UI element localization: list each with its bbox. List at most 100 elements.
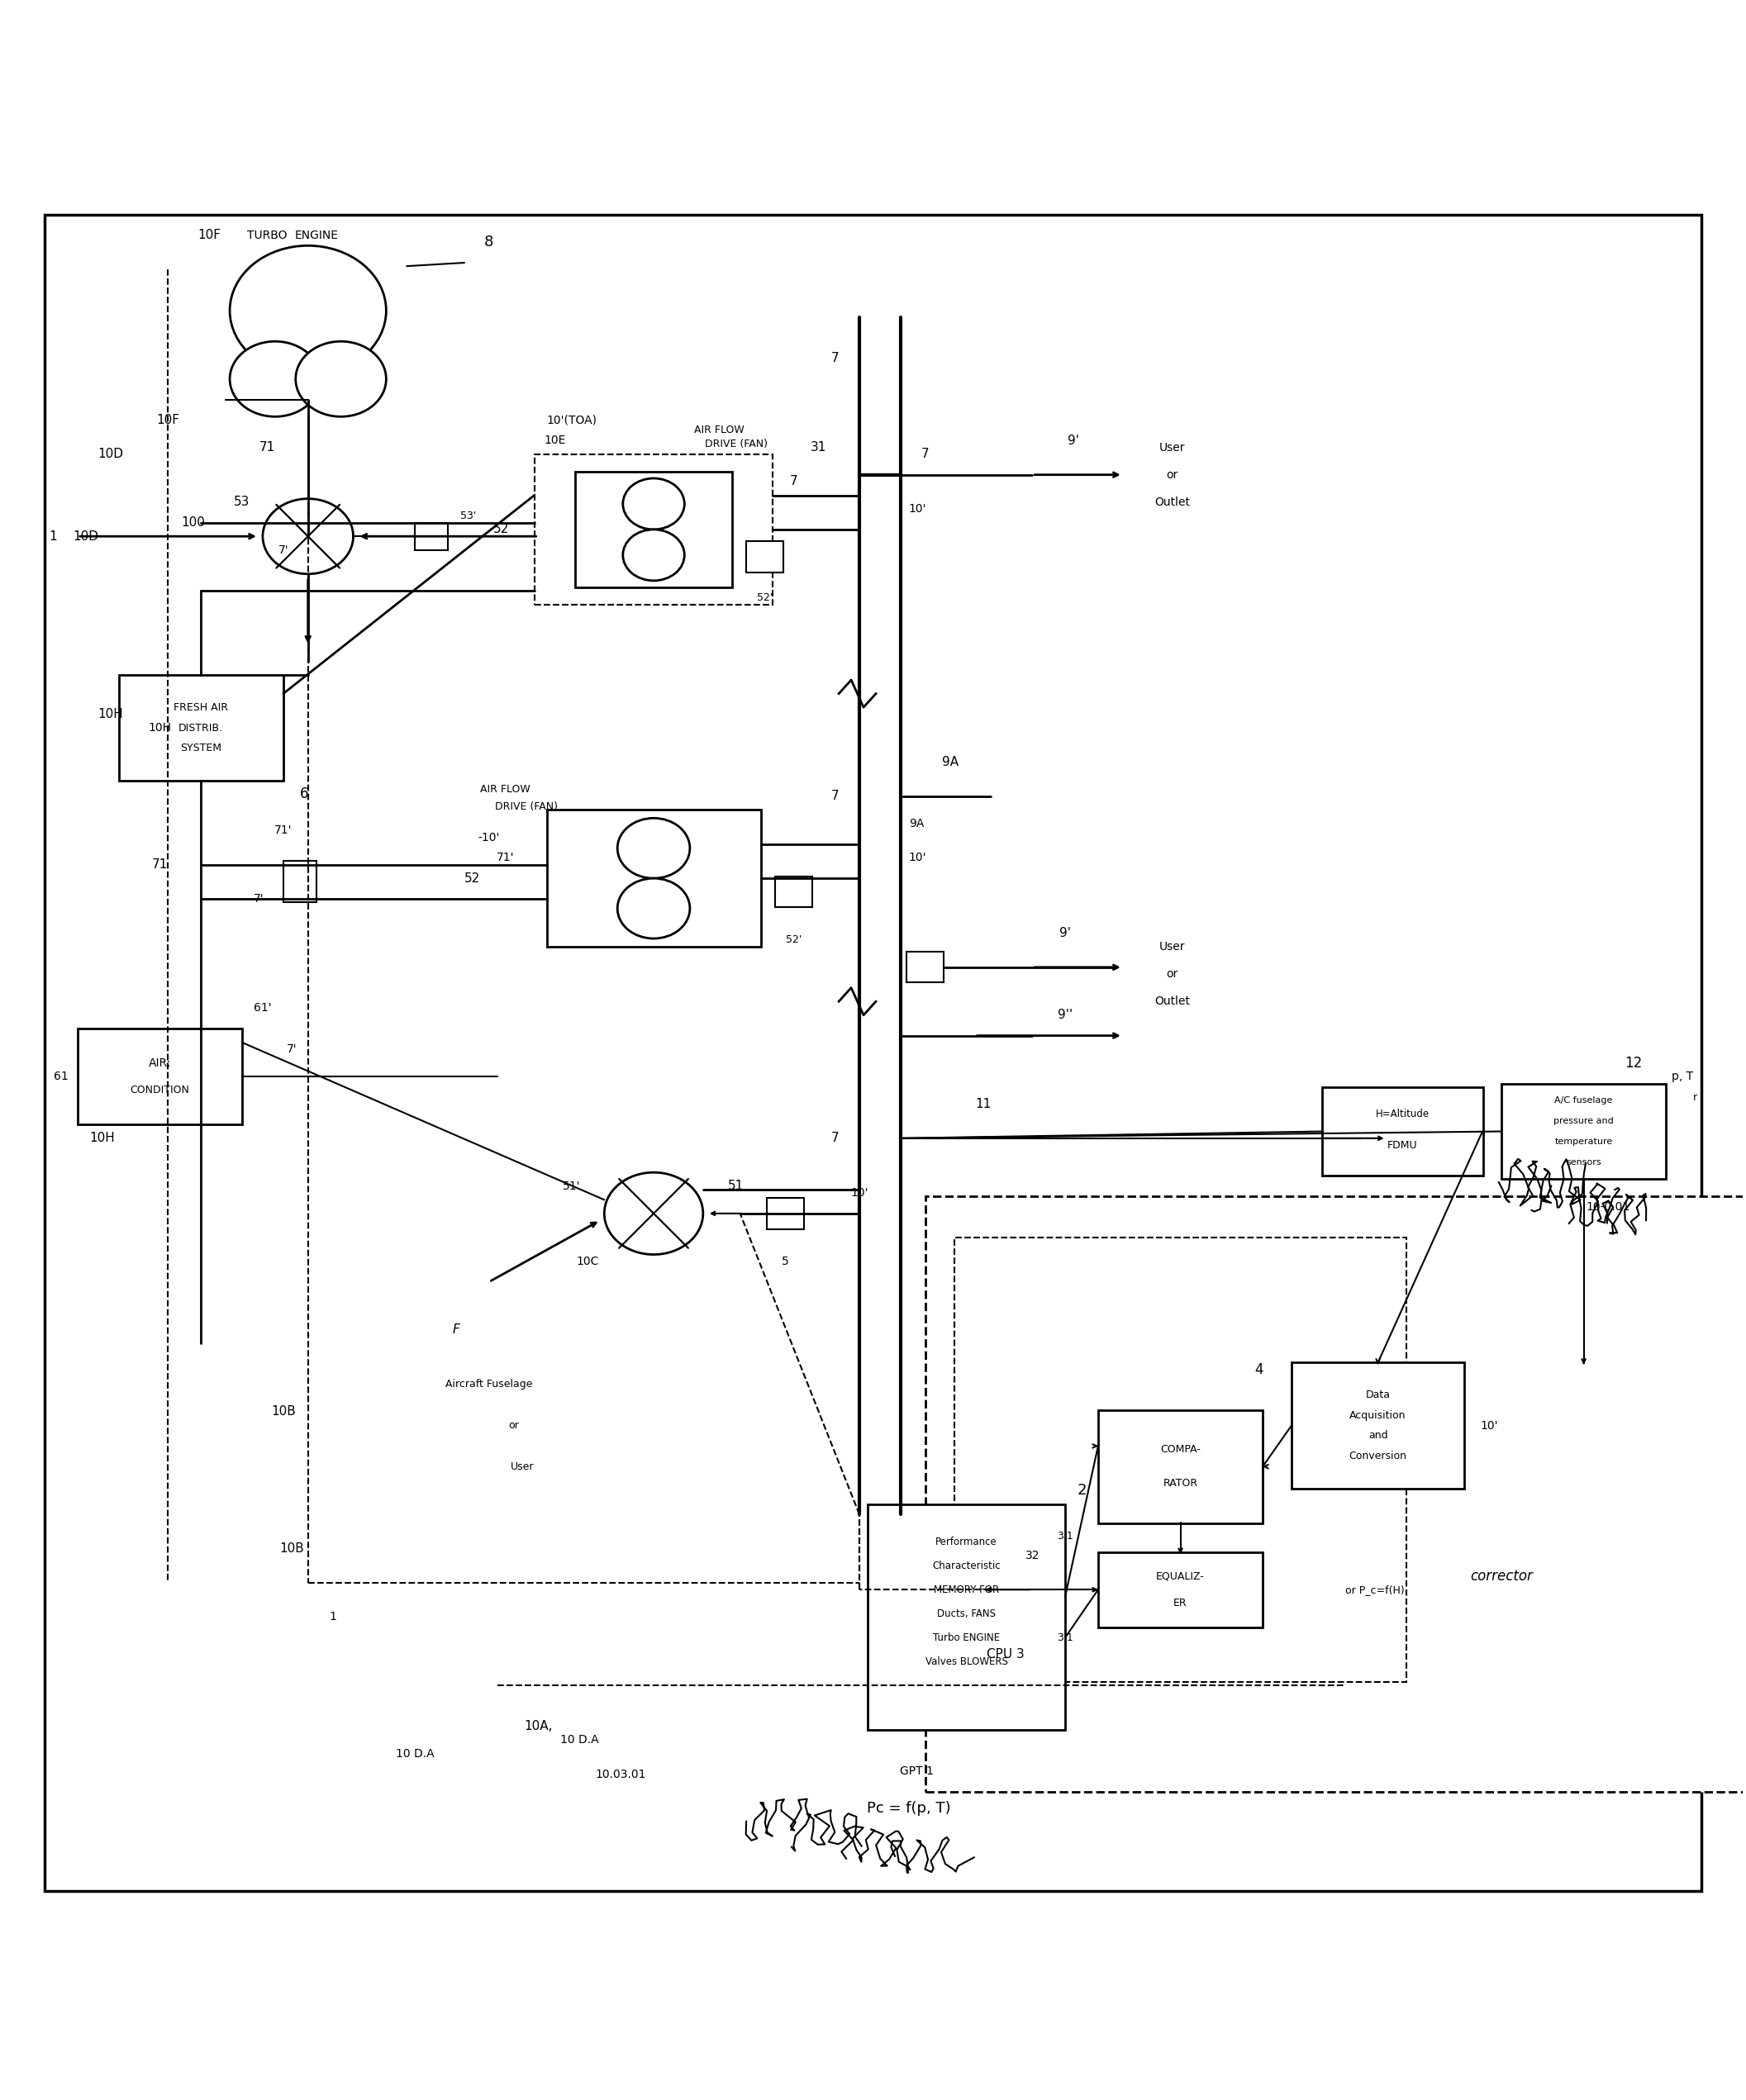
Text: EQUALIZ-: EQUALIZ- xyxy=(1156,1571,1205,1581)
Bar xyxy=(746,542,784,571)
Text: Valves BLOWERS: Valves BLOWERS xyxy=(925,1657,1007,1667)
Text: or: or xyxy=(1166,468,1179,481)
Text: 11: 11 xyxy=(974,1098,990,1111)
Text: 7: 7 xyxy=(789,475,798,487)
Text: or P_c=f(H): or P_c=f(H) xyxy=(1344,1583,1404,1596)
Text: 53: 53 xyxy=(234,496,250,508)
Text: 4: 4 xyxy=(1254,1363,1262,1378)
Text: Data: Data xyxy=(1365,1390,1390,1401)
Ellipse shape xyxy=(262,498,353,573)
Ellipse shape xyxy=(618,878,690,939)
Text: 10.03.01: 10.03.01 xyxy=(595,1768,646,1781)
Text: 7: 7 xyxy=(831,1132,838,1145)
Text: 61: 61 xyxy=(54,1071,68,1082)
Text: 10H: 10H xyxy=(148,722,171,733)
Bar xyxy=(119,674,283,781)
Text: Aircraft Fuselage: Aircraft Fuselage xyxy=(445,1380,533,1390)
Text: 10D: 10D xyxy=(98,447,124,460)
Text: User: User xyxy=(510,1462,534,1472)
Text: CONDITION: CONDITION xyxy=(131,1086,190,1096)
Text: DRIVE (FAN): DRIVE (FAN) xyxy=(705,439,766,449)
Text: DISTRIB.: DISTRIB. xyxy=(178,722,223,733)
Text: User: User xyxy=(1159,441,1186,454)
Text: 9': 9' xyxy=(1060,926,1070,939)
Text: temperature: temperature xyxy=(1554,1138,1613,1147)
Bar xyxy=(906,951,945,983)
Text: 7: 7 xyxy=(831,353,838,365)
Bar xyxy=(868,1504,1065,1730)
Text: 71: 71 xyxy=(152,859,168,871)
Bar xyxy=(1322,1088,1482,1176)
Text: 10'(TOA): 10'(TOA) xyxy=(546,414,597,426)
Text: User: User xyxy=(1159,941,1186,953)
Text: 10H: 10H xyxy=(98,708,124,720)
Text: 10F: 10F xyxy=(197,229,220,242)
Text: 10B: 10B xyxy=(279,1541,304,1554)
Text: 52': 52' xyxy=(786,935,801,945)
Text: MEMORY FOR: MEMORY FOR xyxy=(934,1583,999,1596)
Text: TURBO: TURBO xyxy=(246,229,286,242)
Text: Acquisition: Acquisition xyxy=(1350,1409,1406,1420)
Text: A/C fuselage: A/C fuselage xyxy=(1554,1096,1613,1105)
Text: 2: 2 xyxy=(1077,1483,1086,1497)
Text: FRESH AIR: FRESH AIR xyxy=(173,701,229,712)
Bar xyxy=(766,1199,803,1228)
Text: Conversion: Conversion xyxy=(1350,1451,1407,1462)
Text: 10': 10' xyxy=(908,853,925,863)
Text: 32: 32 xyxy=(1025,1550,1039,1560)
Text: 9': 9' xyxy=(1067,435,1079,447)
Text: Outlet: Outlet xyxy=(1154,496,1191,508)
Text: Performance: Performance xyxy=(936,1537,997,1548)
Text: 52: 52 xyxy=(494,523,510,536)
Bar xyxy=(283,861,316,903)
Text: AIR FLOW: AIR FLOW xyxy=(695,424,744,435)
Text: DRIVE (FAN): DRIVE (FAN) xyxy=(494,800,557,813)
Text: GPT 1: GPT 1 xyxy=(901,1766,934,1777)
Text: 31: 31 xyxy=(810,441,826,454)
Text: 5: 5 xyxy=(782,1256,789,1266)
Text: 10A,: 10A, xyxy=(524,1720,553,1732)
Text: or: or xyxy=(508,1420,519,1430)
Text: 3.1: 3.1 xyxy=(1056,1531,1074,1541)
Text: H=Altitude: H=Altitude xyxy=(1376,1109,1430,1119)
Text: 10': 10' xyxy=(1481,1420,1498,1432)
Text: 61': 61' xyxy=(253,1002,272,1014)
Text: Characteristic: Characteristic xyxy=(932,1560,1000,1571)
Text: and: and xyxy=(1369,1430,1388,1441)
Text: 53': 53' xyxy=(461,510,477,521)
Text: 10 D.A: 10 D.A xyxy=(396,1747,435,1760)
Text: 7: 7 xyxy=(831,790,838,802)
Bar xyxy=(576,470,732,588)
Text: sensors: sensors xyxy=(1566,1157,1601,1166)
Text: 9A: 9A xyxy=(910,817,925,830)
Bar xyxy=(775,876,812,907)
Text: 1: 1 xyxy=(49,529,58,542)
Text: 10': 10' xyxy=(850,1186,868,1199)
Text: 9'': 9'' xyxy=(1058,1008,1072,1021)
Text: 1: 1 xyxy=(328,1611,337,1623)
Bar xyxy=(416,523,449,550)
Text: 10E: 10E xyxy=(545,435,566,447)
Text: RATOR: RATOR xyxy=(1163,1478,1198,1489)
Bar xyxy=(953,1237,1407,1682)
Text: 51: 51 xyxy=(728,1180,744,1193)
Text: p, T: p, T xyxy=(1671,1071,1694,1082)
Bar xyxy=(77,1029,243,1126)
Text: ENGINE: ENGINE xyxy=(295,229,339,242)
Text: 7': 7' xyxy=(286,1044,297,1054)
Text: 7': 7' xyxy=(253,892,264,905)
Text: corrector: corrector xyxy=(1470,1569,1533,1583)
Text: Outlet: Outlet xyxy=(1154,995,1191,1008)
Text: 9A: 9A xyxy=(941,756,959,769)
Text: 3.1: 3.1 xyxy=(1056,1632,1074,1642)
Text: AIR:: AIR: xyxy=(148,1056,171,1069)
Ellipse shape xyxy=(230,246,386,376)
Text: ER: ER xyxy=(1173,1598,1187,1609)
Bar xyxy=(1502,1084,1666,1180)
Ellipse shape xyxy=(623,479,684,529)
Text: 7: 7 xyxy=(922,447,929,460)
Text: 10F: 10F xyxy=(157,414,180,426)
Text: AIR FLOW: AIR FLOW xyxy=(480,783,531,794)
Text: r: r xyxy=(1692,1092,1697,1103)
Text: SYSTEM: SYSTEM xyxy=(180,743,222,754)
